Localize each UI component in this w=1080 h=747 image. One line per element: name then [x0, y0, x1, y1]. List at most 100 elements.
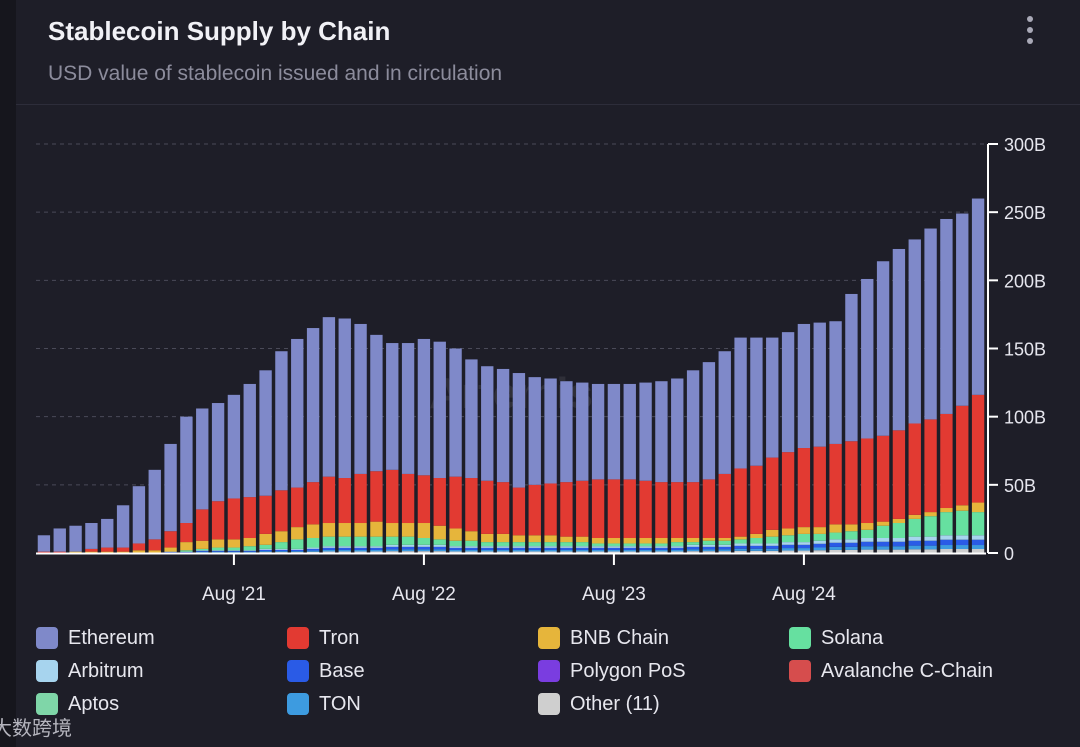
bar-segment-base: [908, 540, 921, 546]
bar-segment-solana: [623, 543, 636, 547]
bar-segment-ethereum: [861, 278, 874, 439]
bar-segment-other: [433, 551, 446, 553]
y-tick-label: 50B: [1004, 476, 1036, 496]
bar-segment-ethereum: [322, 317, 336, 477]
bar-segment-bnb-chain: [354, 523, 367, 537]
bar-segment-ton: [655, 549, 668, 552]
bar-segment-ethereum: [655, 381, 668, 483]
bar-segment-tron: [971, 394, 985, 503]
bar-segment-ton: [639, 549, 652, 552]
legend-item[interactable]: Arbitrum: [36, 659, 144, 683]
bar-segment-ethereum: [908, 239, 921, 424]
bar-segment-base: [196, 550, 209, 552]
bar-segment-ethereum: [164, 443, 177, 532]
bar-segment-ethereum: [196, 408, 209, 510]
bar-segment-ton: [211, 551, 225, 553]
bar-segment-base: [718, 546, 731, 550]
bar-segment-arbitrum: [750, 543, 763, 546]
bar-segment-other: [496, 551, 510, 553]
bar-segment-ton: [512, 549, 526, 552]
legend-swatch: [538, 693, 560, 715]
bar-segment-base: [924, 540, 937, 546]
bar-segment-arbitrum: [259, 548, 272, 550]
bar-segment-solana: [180, 550, 193, 552]
legend-label: Avalanche C-Chain: [821, 659, 993, 682]
legend-label: Base: [319, 659, 365, 682]
bar-segment-tron: [924, 419, 937, 513]
legend-swatch: [287, 627, 309, 649]
bar-segment-ton: [259, 551, 272, 553]
bar-segment-ton: [845, 546, 858, 550]
more-vertical-icon[interactable]: [1020, 16, 1040, 50]
bar-segment-bnb-chain: [180, 542, 193, 551]
bar-segment-base: [560, 547, 573, 550]
bar-segment-ethereum: [354, 323, 367, 474]
legend-item[interactable]: Base: [287, 659, 365, 683]
legend-swatch: [538, 660, 560, 682]
legend-swatch: [287, 693, 309, 715]
bar-segment-ethereum: [591, 383, 605, 480]
bar-segment-ethereum: [607, 383, 621, 480]
bar-segment-solana: [892, 523, 906, 539]
legend-item[interactable]: TON: [287, 692, 361, 716]
bar-segment-tron: [354, 473, 367, 524]
legend-swatch: [538, 627, 560, 649]
bar-segment-solana: [908, 518, 921, 537]
bar-segment-bnb-chain: [734, 536, 747, 540]
bar-segment-arbitrum: [275, 548, 288, 550]
bar-segment-other: [813, 550, 826, 553]
legend-item[interactable]: Other (11): [538, 692, 660, 716]
bar-segment-arbitrum: [227, 550, 241, 551]
bar-segment-ethereum: [291, 338, 304, 488]
bar-segment-other: [607, 551, 621, 553]
legend-swatch: [36, 627, 58, 649]
bar-segment-tron: [734, 468, 747, 537]
bar-segment-tron: [85, 548, 98, 552]
legend-item[interactable]: Tron: [287, 626, 359, 650]
bar-segment-ethereum: [528, 377, 541, 485]
legend-item[interactable]: BNB Chain: [538, 626, 669, 650]
bar-segment-ton: [196, 551, 209, 553]
bar-segment-ethereum: [132, 486, 146, 544]
bar-segment-arbitrum: [401, 544, 415, 547]
bar-segment-ton: [813, 547, 826, 551]
legend-item[interactable]: Aptos: [36, 692, 119, 716]
bar-segment-solana: [781, 535, 795, 543]
bar-segment-arbitrum: [433, 544, 446, 547]
bar-segment-tron: [322, 476, 336, 524]
legend-item[interactable]: Solana: [789, 626, 883, 650]
bar-segment-ton: [861, 546, 874, 550]
bar-segment-solana: [259, 544, 272, 549]
bar-segment-base: [734, 545, 747, 549]
legend-label: Tron: [319, 626, 360, 649]
bar-segment-other: [781, 550, 795, 553]
bar-segment-solana: [876, 525, 890, 539]
legend-item[interactable]: Avalanche C-Chain: [789, 659, 993, 683]
bar-segment-solana: [449, 540, 462, 547]
bar-segment-arbitrum: [956, 535, 969, 540]
bar-segment-bnb-chain: [116, 551, 130, 553]
bar-segment-ethereum: [148, 469, 161, 540]
bar-segment-other: [306, 551, 320, 553]
bar-segment-ethereum: [116, 505, 130, 548]
bar-segment-ton: [908, 545, 921, 550]
bar-segment-base: [781, 544, 795, 549]
brand-mark-text: 大数跨境: [0, 718, 72, 740]
bar-segment-other: [750, 550, 763, 553]
legend-item[interactable]: Polygon PoS: [538, 659, 686, 683]
bar-segment-ton: [686, 549, 700, 552]
legend-swatch: [36, 660, 58, 682]
bar-segment-other: [861, 549, 874, 553]
legend-label: Aptos: [68, 692, 120, 715]
bar-segment-ethereum: [560, 381, 573, 483]
bar-segment-bnb-chain: [655, 538, 668, 544]
bar-segment-ton: [971, 545, 985, 550]
bar-segment-ton: [797, 548, 811, 551]
legend-swatch: [287, 660, 309, 682]
bar-segment-tron: [164, 531, 177, 548]
bar-segment-base: [275, 549, 288, 552]
bar-segment-tron: [718, 473, 731, 539]
bar-segment-ethereum: [386, 343, 399, 470]
legend-item[interactable]: Ethereum: [36, 626, 155, 650]
bar-segment-bnb-chain: [496, 533, 510, 543]
